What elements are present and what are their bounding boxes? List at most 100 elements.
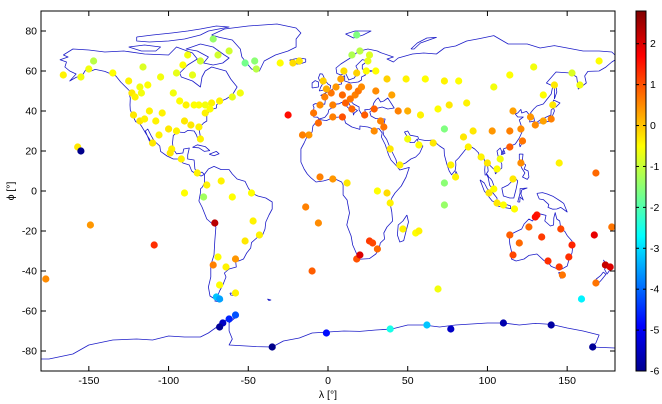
data-point xyxy=(369,239,377,247)
data-point xyxy=(348,51,356,59)
data-point xyxy=(196,57,204,65)
data-point xyxy=(149,139,157,147)
data-point xyxy=(555,263,563,271)
y-tick-label: -80 xyxy=(22,346,37,358)
data-point xyxy=(231,255,240,263)
coastline xyxy=(128,44,161,52)
data-point xyxy=(321,93,329,101)
x-axis-label: λ [°] xyxy=(319,389,337,401)
data-point xyxy=(59,71,67,79)
data-point xyxy=(361,111,369,119)
data-point xyxy=(402,75,410,83)
data-point xyxy=(440,201,448,209)
x-tick-label: -100 xyxy=(158,375,179,387)
y-tick-label: 20 xyxy=(25,146,37,158)
data-point xyxy=(216,281,224,289)
data-point xyxy=(195,123,203,131)
data-point xyxy=(308,267,316,275)
data-point xyxy=(576,81,584,89)
data-point xyxy=(332,83,340,91)
x-tick-label: 150 xyxy=(558,375,576,387)
colorbar-tick-label: -1 xyxy=(650,161,659,173)
data-point xyxy=(125,77,133,85)
data-point xyxy=(493,199,501,207)
data-point xyxy=(298,131,307,139)
data-point xyxy=(452,173,460,181)
data-point xyxy=(517,159,525,167)
data-point xyxy=(176,97,184,105)
data-point xyxy=(493,165,501,173)
data-point xyxy=(539,117,547,125)
data-point xyxy=(208,99,216,107)
data-point xyxy=(499,319,507,327)
y-tick-label: -40 xyxy=(22,266,37,278)
data-point xyxy=(180,117,189,125)
data-point xyxy=(136,83,144,91)
data-point xyxy=(356,251,364,259)
data-point xyxy=(463,99,471,107)
data-point xyxy=(455,77,463,85)
data-point xyxy=(225,315,233,323)
data-point xyxy=(316,101,324,109)
data-point xyxy=(206,105,214,113)
colorbar-tick-label: -4 xyxy=(650,284,659,296)
data-point xyxy=(499,201,507,209)
data-point xyxy=(589,343,597,351)
data-point xyxy=(284,111,292,119)
data-point xyxy=(201,101,209,109)
data-point xyxy=(386,199,394,207)
data-point xyxy=(236,89,244,97)
data-point xyxy=(440,179,448,187)
data-point xyxy=(158,109,166,117)
data-point xyxy=(496,155,504,163)
data-point xyxy=(531,213,539,221)
data-point xyxy=(434,285,442,293)
x-tick-label: 50 xyxy=(402,375,414,387)
coastline xyxy=(536,192,568,213)
colorbar-tick-label: 0 xyxy=(650,120,656,132)
x-axis-ticks: -150 -100 -50 0 50 100 150 xyxy=(78,11,576,387)
data-point xyxy=(241,59,249,67)
data-point xyxy=(144,81,152,89)
data-point xyxy=(289,59,297,67)
data-point xyxy=(247,189,256,197)
data-point xyxy=(329,113,337,121)
data-point xyxy=(404,135,412,143)
colorbar-gradient xyxy=(636,11,646,371)
colorbar-ticks: 2 1 0 -1 -2 -3 -4 -5 -6 xyxy=(636,38,659,378)
y-tick-label: 60 xyxy=(25,66,37,78)
data-point xyxy=(85,65,93,73)
data-point xyxy=(141,115,149,123)
data-point xyxy=(341,99,350,107)
data-point xyxy=(131,93,139,101)
data-point xyxy=(568,69,576,77)
data-point xyxy=(129,111,138,119)
data-point xyxy=(150,241,158,249)
colorbar-tick-label: -6 xyxy=(650,366,659,378)
data-point xyxy=(530,63,538,71)
colorbar-tick-label: 2 xyxy=(650,38,656,50)
data-point xyxy=(483,159,491,167)
data-point xyxy=(517,125,525,133)
coastline xyxy=(410,37,437,50)
data-point xyxy=(145,107,153,115)
data-point xyxy=(77,73,85,81)
data-point xyxy=(440,125,448,133)
data-point xyxy=(216,323,224,331)
data-point xyxy=(377,117,385,125)
data-point xyxy=(327,89,335,97)
data-point xyxy=(568,241,576,249)
data-point xyxy=(539,91,547,99)
coastline xyxy=(311,80,319,89)
data-point xyxy=(346,95,354,103)
data-point xyxy=(203,181,211,189)
data-point xyxy=(538,233,546,241)
coastline xyxy=(300,116,410,260)
data-point xyxy=(310,109,318,117)
data-point xyxy=(606,263,614,271)
data-point xyxy=(276,59,284,67)
data-point xyxy=(415,227,423,235)
data-point xyxy=(464,143,472,151)
data-point xyxy=(217,177,225,185)
